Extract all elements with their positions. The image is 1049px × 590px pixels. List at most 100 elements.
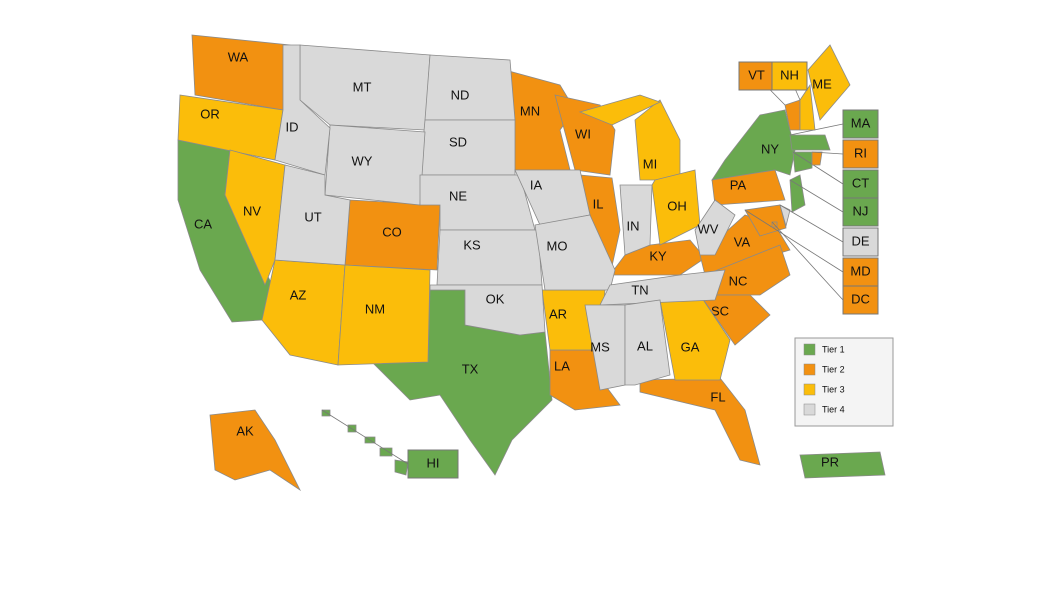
state-label: NY (761, 141, 779, 156)
callout-line (789, 179, 844, 213)
state-shape (274, 44, 331, 176)
state-label: IN (627, 218, 640, 233)
state-label: SC (711, 303, 729, 318)
legend: Tier 1 Tier 2 Tier 3 Tier 4 (794, 337, 894, 427)
callout-box (842, 197, 879, 227)
state-label: CO (382, 224, 402, 239)
state-label: HI (427, 455, 440, 470)
state-shape (799, 451, 886, 479)
state-shape (419, 119, 516, 176)
state-label: MO (547, 238, 568, 253)
state-shape (379, 447, 393, 457)
state-shape (694, 199, 736, 256)
state-label: NM (365, 301, 385, 316)
state-label: IL (593, 196, 604, 211)
state-label: NV (243, 203, 261, 218)
state-label: FL (710, 389, 725, 404)
state-shape (711, 169, 786, 206)
legend-label: Tier 1 (822, 344, 845, 354)
state-shape (261, 259, 346, 366)
state-label: OH (667, 198, 687, 213)
state-shape (619, 184, 653, 256)
state-label: WA (228, 49, 249, 64)
state-shape (807, 44, 851, 121)
callout-line (811, 151, 844, 155)
state-shape (224, 149, 286, 287)
state-label: DE (851, 233, 869, 248)
state-label: NH (780, 67, 799, 82)
state-label: TX (462, 361, 479, 376)
state-label: AL (637, 338, 653, 353)
state-shape (337, 264, 431, 366)
state-shape (274, 164, 351, 266)
callout-box (407, 449, 459, 479)
legend-swatch (803, 383, 816, 396)
state-shape (534, 214, 616, 291)
state-label: PR (821, 454, 839, 469)
legend-label: Tier 2 (822, 364, 845, 374)
state-label: NC (729, 273, 748, 288)
callout-box (771, 61, 808, 91)
state-shape (436, 229, 543, 286)
state-label: GA (681, 339, 700, 354)
state-label: VT (748, 67, 765, 82)
state-shape (429, 284, 546, 336)
state-shape (599, 269, 726, 306)
state-shape (699, 294, 771, 346)
legend-swatch (803, 403, 816, 416)
state-label: MS (590, 339, 610, 354)
state-shape (209, 409, 302, 492)
state-shape (711, 109, 796, 181)
legend-label: Tier 4 (822, 404, 845, 414)
state-label: MI (643, 156, 657, 171)
state-label: NJ (853, 203, 869, 218)
state-label: AR (549, 306, 567, 321)
callout-box (842, 139, 879, 169)
state-label: AK (236, 423, 254, 438)
state-shape (324, 124, 426, 206)
state-label: OR (200, 106, 220, 121)
state-shape (811, 151, 823, 166)
state-label: WY (352, 153, 373, 168)
state-shape (634, 99, 681, 181)
state-label: NE (449, 188, 467, 203)
callout-box (842, 109, 879, 139)
state-label: WI (575, 126, 591, 141)
callout-line (792, 151, 844, 185)
state-shape (744, 204, 787, 237)
state-label: MD (850, 263, 870, 278)
state-label: ID (286, 119, 299, 134)
state-label: UT (304, 209, 321, 224)
state-label: KY (649, 248, 667, 263)
state-shape (624, 299, 671, 386)
state-label: SD (449, 134, 467, 149)
state-shape (792, 151, 813, 173)
state-shape (424, 54, 516, 121)
state-label: MN (520, 103, 540, 118)
callout-line (779, 204, 844, 243)
callout-box (842, 285, 879, 315)
state-label: KS (463, 237, 481, 252)
callout-line (771, 221, 844, 301)
state-label: VA (734, 234, 751, 249)
callout-line (321, 409, 409, 465)
state-label: ND (451, 87, 470, 102)
callout-line (789, 123, 844, 136)
legend-swatch (803, 363, 816, 376)
state-shape (651, 169, 701, 246)
state-shape (578, 94, 662, 126)
state-label: MT (353, 79, 372, 94)
state-label: PA (730, 177, 747, 192)
state-label: ME (812, 76, 832, 91)
callout-box (842, 257, 879, 287)
state-label: OK (486, 291, 505, 306)
state-label: AZ (290, 287, 307, 302)
state-shape (639, 377, 761, 466)
state-shape (789, 134, 831, 151)
state-label: CT (852, 175, 869, 190)
state-label: MA (851, 115, 871, 130)
state-shape (789, 174, 806, 213)
state-label: DC (851, 291, 870, 306)
legend-label: Tier 3 (822, 384, 845, 394)
